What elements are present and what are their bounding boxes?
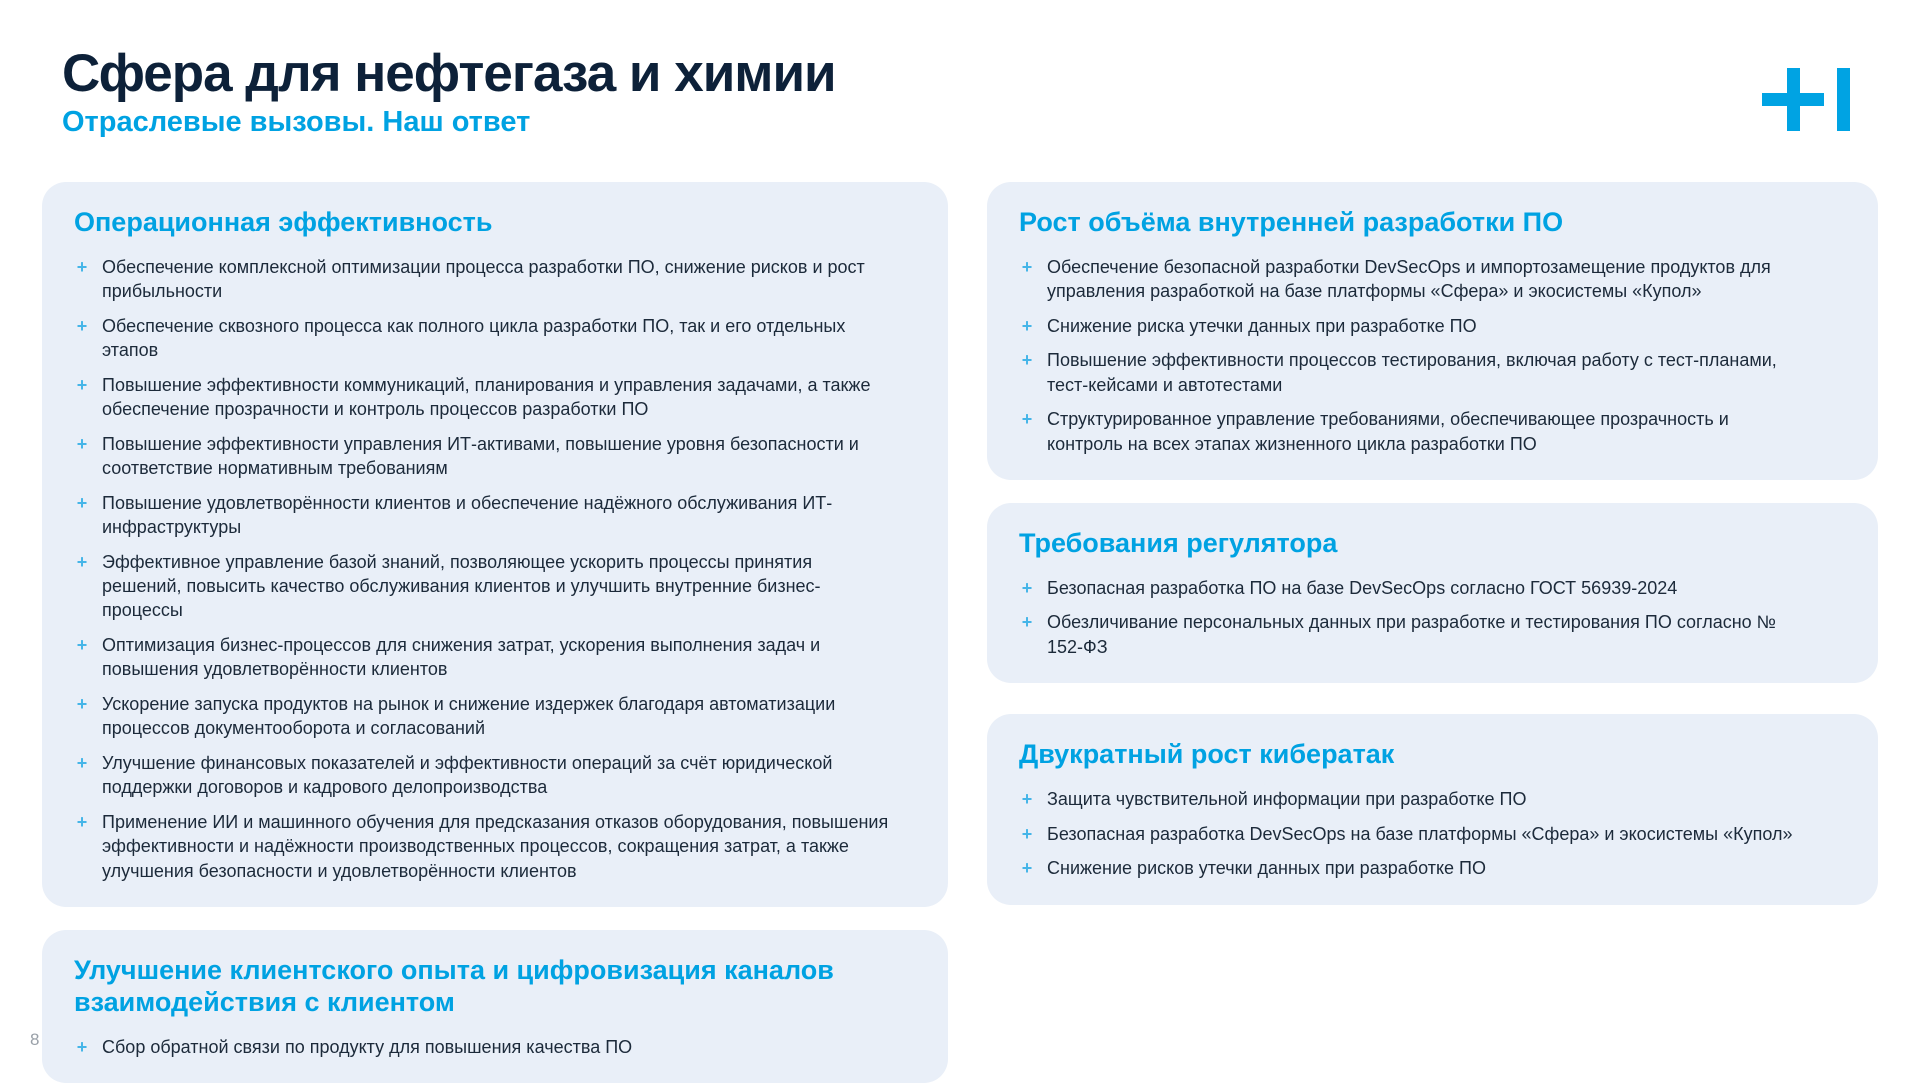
list-item-text: Защита чувствительной информации при раз… [1047,789,1527,810]
bullet-list: + Защита чувствительной информации при ра… [1019,787,1838,880]
list-item: + Улучшение финансовых показателей и эффе… [74,751,908,800]
list-item: + Безопасная разработка ПО на базе DevSec… [1019,576,1838,600]
list-item: + Повышение эффективности коммуникаций, п… [74,373,908,422]
bullet-list: + Сбор обратной связи по продукту для пов… [74,1035,908,1059]
list-item-text: Повышение эффективности коммуникаций, пл… [102,374,871,420]
card-regulator-requirements: Требования регулятора + Безопасная разраб… [987,503,1878,684]
plus-bullet-icon: + [1021,315,1033,336]
list-item: + Безопасная разработка DevSecOps на базе… [1019,822,1838,846]
list-item-text: Обеспечение безопасной разработки DevSec… [1047,256,1771,302]
list-item: + Сбор обратной связи по продукту для пов… [74,1035,908,1059]
list-item-text: Обезличивание персональных данных при ра… [1047,612,1776,657]
list-item: + Снижение рисков утечки данных при разра… [1019,856,1838,880]
list-item: + Обезличивание персональных данных при р… [1019,610,1838,659]
list-item: + Снижение риска утечки данных при разраб… [1019,314,1838,338]
plus-bullet-icon: + [1021,789,1033,810]
plus-bullet-icon: + [76,492,88,513]
list-item-text: Эффективное управление базой знаний, поз… [102,551,821,621]
list-item-text: Безопасная разработка ПО на базе DevSecO… [1047,578,1678,598]
list-item-text: Снижение рисков утечки данных при разраб… [1047,858,1486,879]
bullet-list: + Безопасная разработка ПО на базе DevSec… [1019,576,1838,659]
list-item: + Повышение удовлетворённости клиентов и … [74,491,908,540]
list-item-text: Безопасная разработка DevSecOps на базе … [1047,823,1793,844]
page-number: 8 [30,1030,40,1049]
card-customer-experience: Улучшение клиентского опыта и цифровизац… [42,930,948,1083]
card-cyberattack-growth: Двукратный рост кибератак + Защита чувств… [987,714,1878,905]
list-item: + Ускорение запуска продуктов на рынок и … [74,692,908,741]
logo-bar-shape [1837,68,1850,131]
list-item: + Обеспечение безопасной разработки DevSe… [1019,255,1838,304]
list-item-text: Применение ИИ и машинного обучения для п… [102,811,889,881]
plus-bullet-icon: + [1021,350,1033,371]
list-item-text: Обеспечение сквозного процесса как полно… [102,315,846,361]
plus-bullet-icon: + [76,433,88,454]
plus-bullet-icon: + [76,374,88,395]
plus-bullet-icon: + [76,551,88,572]
card-operational-efficiency: Операционная эффективность + Обеспечение … [42,182,948,908]
list-item: + Оптимизация бизнес-процессов для снижен… [74,633,908,682]
plus-bullet-icon: + [76,752,88,773]
list-item-text: Повышение удовлетворённости клиентов и о… [102,492,833,538]
plus-bullet-icon: + [76,634,88,655]
list-item-text: Обеспечение комплексной оптимизации проц… [102,256,865,302]
cards-grid: Операционная эффективность + Обеспечение … [42,182,1878,1083]
plus-bullet-icon: + [76,1036,88,1057]
brand-plus-bar-logo-icon [1762,68,1850,131]
title-block: Сфера для нефтегаза и химии Отраслевые в… [62,44,837,139]
list-item: + Эффективное управление базой знаний, по… [74,550,908,623]
list-item-text: Структурированное управление требованиям… [1047,409,1729,454]
page-subtitle: Отраслевые вызовы. Наш ответ [62,105,531,138]
plus-bullet-icon: + [1021,823,1033,844]
list-item: + Повышение эффективности управления ИТ-а… [74,432,908,481]
right-column: Рост объёма внутренней разработки ПО + Об… [987,182,1878,905]
plus-bullet-icon: + [76,693,88,714]
plus-bullet-icon: + [1021,612,1033,633]
list-item: + Применение ИИ и машинного обучения для … [74,810,908,883]
plus-bullet-icon: + [1021,409,1033,430]
card-internal-development-growth: Рост объёма внутренней разработки ПО + Об… [987,182,1878,481]
card-title: Требования регулятора [1019,528,1338,559]
list-item-text: Повышение эффективности процессов тестир… [1047,350,1777,395]
logo-plus-horizontal-shape [1762,93,1824,106]
card-title: Рост объёма внутренней разработки ПО [1019,207,1564,237]
bullet-list: + Обеспечение комплексной оптимизации про… [74,255,908,883]
plus-bullet-icon: + [1021,578,1033,598]
bullet-list: + Обеспечение безопасной разработки DevSe… [1019,255,1838,456]
page-title: Сфера для нефтегаза и химии [62,44,837,103]
list-item-text: Повышение эффективности управления ИТ-ак… [102,433,859,479]
list-item-text: Ускорение запуска продуктов на рынок и с… [102,693,836,739]
plus-bullet-icon: + [1021,256,1033,277]
list-item: + Защита чувствительной информации при ра… [1019,787,1838,811]
plus-bullet-icon: + [1021,858,1033,879]
card-title: Улучшение клиентского опыта и цифровизац… [74,955,834,1018]
list-item: + Обеспечение комплексной оптимизации про… [74,255,908,304]
list-item-text: Улучшение финансовых показателей и эффек… [102,752,833,798]
plus-bullet-icon: + [76,315,88,336]
list-item: + Обеспечение сквозного процесса как полн… [74,314,908,363]
list-item-text: Сбор обратной связи по продукту для повы… [102,1036,633,1057]
slide-header: Сфера для нефтегаза и химии Отраслевые в… [0,0,1920,139]
plus-bullet-icon: + [76,811,88,832]
card-title: Двукратный рост кибератак [1019,739,1395,770]
list-item: + Повышение эффективности процессов тести… [1019,348,1838,397]
left-column: Операционная эффективность + Обеспечение … [42,182,948,1083]
plus-bullet-icon: + [76,256,88,277]
card-title: Операционная эффективность [74,207,493,237]
list-item: + Структурированное управление требования… [1019,407,1838,456]
list-item-text: Снижение риска утечки данных при разрабо… [1047,315,1477,336]
list-item-text: Оптимизация бизнес-процессов для снижени… [102,634,821,680]
